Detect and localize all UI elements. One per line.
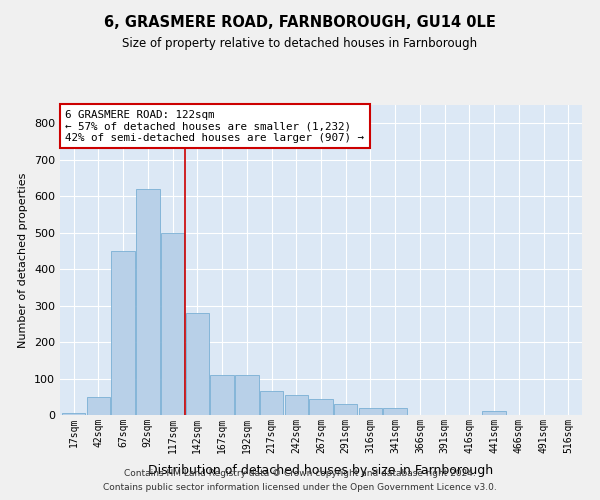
Text: 6 GRASMERE ROAD: 122sqm
← 57% of detached houses are smaller (1,232)
42% of semi: 6 GRASMERE ROAD: 122sqm ← 57% of detache… [65,110,364,143]
Bar [86,397,110,415]
Bar [284,395,308,415]
Bar [62,413,85,415]
Bar [161,232,184,415]
Y-axis label: Number of detached properties: Number of detached properties [19,172,28,348]
Bar [359,408,382,415]
Bar [185,313,209,415]
Bar [482,412,506,415]
X-axis label: Distribution of detached houses by size in Farnborough: Distribution of detached houses by size … [148,464,494,477]
Bar [210,375,234,415]
Text: Size of property relative to detached houses in Farnborough: Size of property relative to detached ho… [122,38,478,51]
Bar [309,398,333,415]
Text: Contains public sector information licensed under the Open Government Licence v3: Contains public sector information licen… [103,484,497,492]
Bar [383,408,407,415]
Bar [235,375,259,415]
Bar [260,392,283,415]
Bar [334,404,358,415]
Text: 6, GRASMERE ROAD, FARNBOROUGH, GU14 0LE: 6, GRASMERE ROAD, FARNBOROUGH, GU14 0LE [104,15,496,30]
Text: Contains HM Land Registry data © Crown copyright and database right 2024.: Contains HM Land Registry data © Crown c… [124,468,476,477]
Bar [136,189,160,415]
Bar [112,251,135,415]
